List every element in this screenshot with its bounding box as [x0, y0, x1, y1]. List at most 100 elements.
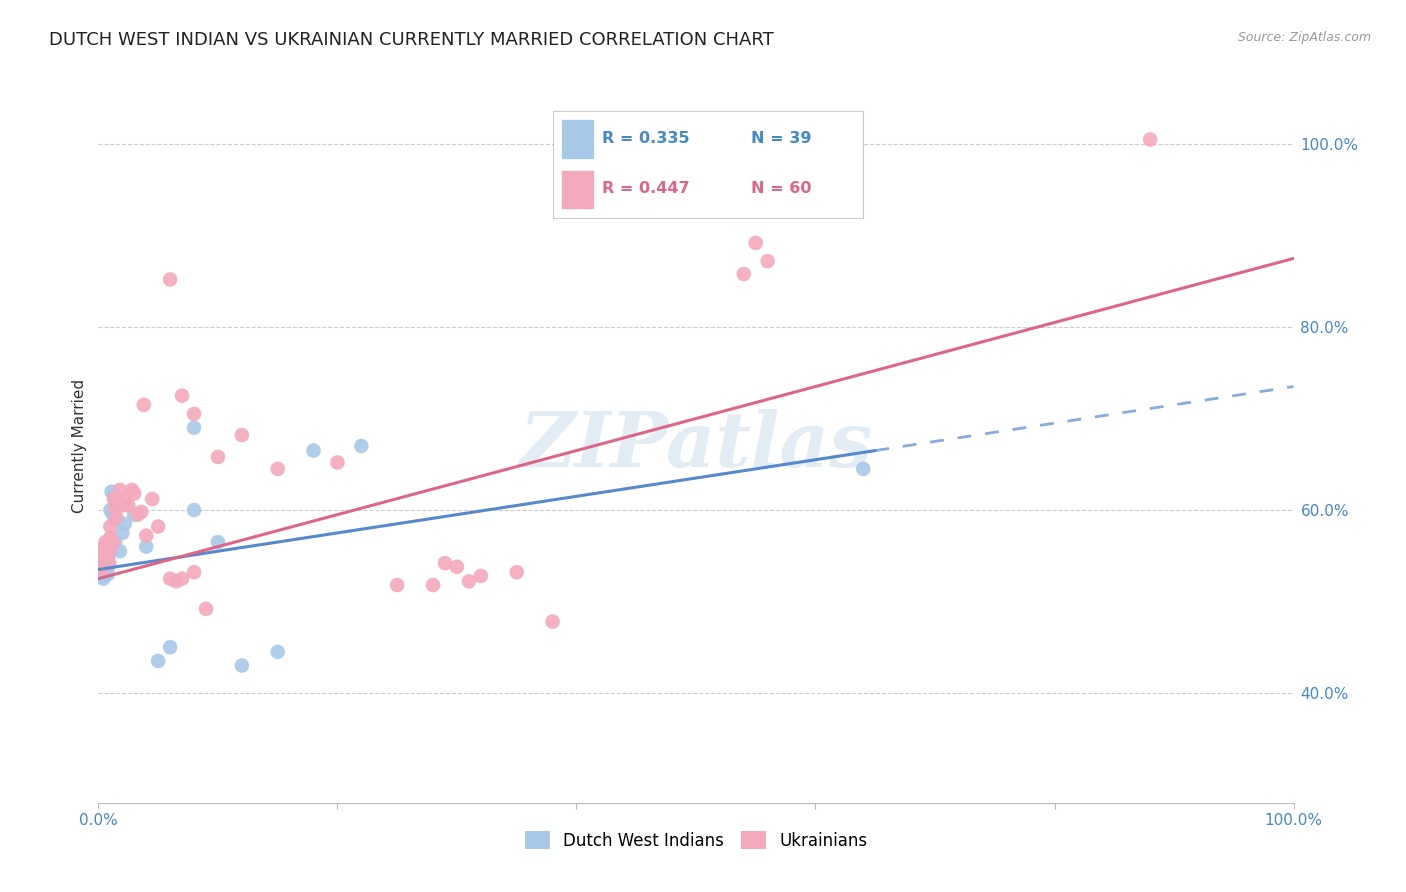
Point	[97, 567, 120, 582]
Point	[93, 553, 115, 567]
Point	[100, 538, 122, 552]
Point	[111, 499, 134, 513]
Point	[267, 645, 290, 659]
Point	[90, 558, 112, 572]
Point	[94, 535, 117, 549]
Legend: Dutch West Indians, Ukrainians: Dutch West Indians, Ukrainians	[519, 825, 873, 856]
Point	[105, 512, 128, 526]
Point	[195, 602, 218, 616]
Point	[148, 519, 170, 533]
Point	[141, 491, 163, 506]
Point	[91, 567, 114, 582]
Point	[132, 398, 155, 412]
Point	[350, 439, 373, 453]
Point	[326, 455, 349, 469]
Point	[107, 491, 129, 506]
Point	[101, 508, 124, 522]
Text: DUTCH WEST INDIAN VS UKRAINIAN CURRENTLY MARRIED CORRELATION CHART: DUTCH WEST INDIAN VS UKRAINIAN CURRENTLY…	[49, 31, 773, 49]
Point	[231, 658, 253, 673]
Point	[446, 559, 468, 574]
Point	[422, 578, 444, 592]
Point	[114, 491, 136, 506]
Point	[94, 549, 117, 563]
Point	[100, 484, 122, 499]
Point	[96, 544, 118, 558]
Point	[172, 389, 194, 403]
Point	[159, 572, 181, 586]
Y-axis label: Currently Married: Currently Married	[72, 379, 87, 513]
Point	[183, 503, 205, 517]
Point	[94, 567, 117, 582]
Point	[165, 574, 187, 589]
Point	[98, 558, 121, 572]
Point	[207, 450, 229, 464]
Point	[98, 540, 121, 554]
Point	[96, 549, 118, 563]
Point	[302, 443, 325, 458]
Point	[98, 556, 121, 570]
Point	[93, 540, 115, 554]
Point	[148, 654, 170, 668]
Point	[506, 566, 529, 580]
Point	[267, 462, 290, 476]
Point	[98, 544, 122, 558]
Point	[131, 505, 153, 519]
Point	[135, 540, 157, 554]
Point	[91, 544, 114, 558]
Text: ZIPatlas: ZIPatlas	[519, 409, 873, 483]
Point	[756, 254, 779, 268]
Point	[96, 553, 118, 567]
Point	[105, 510, 128, 524]
Point	[94, 544, 117, 558]
Point	[98, 519, 122, 533]
Point	[97, 540, 120, 554]
Point	[385, 578, 409, 592]
Point	[207, 535, 229, 549]
Point	[97, 553, 120, 567]
Point	[89, 558, 111, 572]
Point	[470, 569, 492, 583]
Point	[91, 572, 114, 586]
Point	[93, 541, 115, 556]
Point	[98, 531, 122, 545]
Point	[96, 540, 118, 554]
Point	[104, 535, 127, 549]
Point	[183, 420, 205, 434]
Point	[135, 529, 157, 543]
Point	[1139, 132, 1161, 146]
Point	[117, 499, 139, 513]
Point	[124, 508, 146, 522]
Point	[108, 544, 131, 558]
Point	[111, 525, 134, 540]
Point	[108, 483, 131, 497]
Point	[183, 407, 205, 421]
Point	[733, 267, 755, 281]
Point	[852, 462, 875, 476]
Point	[121, 483, 143, 497]
Point	[458, 574, 481, 589]
Point	[104, 501, 127, 516]
Point	[89, 553, 111, 567]
Point	[90, 544, 112, 558]
Point	[91, 562, 114, 576]
Point	[91, 544, 114, 558]
Point	[124, 486, 146, 500]
Point	[98, 544, 121, 558]
Point	[101, 535, 124, 549]
Point	[90, 562, 112, 576]
Point	[90, 553, 112, 567]
Point	[127, 508, 149, 522]
Point	[98, 503, 122, 517]
Point	[114, 516, 136, 531]
Point	[159, 272, 181, 286]
Point	[93, 553, 115, 567]
Point	[231, 428, 253, 442]
Point	[97, 550, 120, 565]
Point	[745, 235, 768, 250]
Point	[103, 491, 125, 506]
Point	[91, 549, 114, 563]
Point	[434, 556, 457, 570]
Point	[172, 572, 194, 586]
Point	[91, 549, 114, 563]
Text: Source: ZipAtlas.com: Source: ZipAtlas.com	[1237, 31, 1371, 45]
